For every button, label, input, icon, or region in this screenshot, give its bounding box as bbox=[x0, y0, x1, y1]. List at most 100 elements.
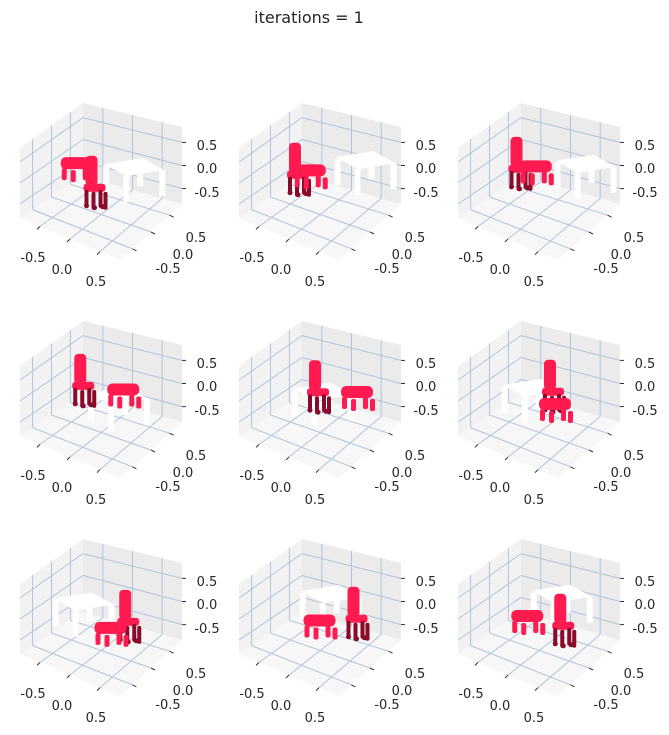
subplot-4: -0.50.00.50.50.0-0.50.50.0-0.5 bbox=[19, 321, 220, 508]
stool-leg bbox=[512, 621, 518, 633]
subplot-1: -0.50.00.50.50.0-0.50.50.0-0.5 bbox=[19, 103, 220, 290]
z-tick-label: 0.0 bbox=[635, 598, 656, 613]
subplot-2: -0.50.00.50.50.0-0.50.50.0-0.5 bbox=[238, 103, 439, 290]
z-tick-label: 0.0 bbox=[416, 598, 437, 613]
stool-leg bbox=[116, 632, 122, 645]
y-tick-mark bbox=[132, 684, 137, 688]
table-leg bbox=[88, 395, 94, 421]
y-tick-label: 0.5 bbox=[405, 667, 426, 682]
table-leg bbox=[574, 172, 581, 199]
x-tick-mark bbox=[504, 674, 509, 679]
y-tick-mark bbox=[588, 667, 594, 671]
table-leg bbox=[334, 159, 341, 186]
x-tick-label: -0.5 bbox=[20, 469, 45, 484]
table-leg bbox=[72, 610, 79, 637]
x-tick-mark bbox=[534, 687, 539, 691]
grid-line bbox=[318, 634, 382, 688]
subplot-6: -0.50.00.50.50.0-0.50.50.0-0.5 bbox=[457, 321, 658, 508]
chair-point bbox=[88, 402, 94, 408]
stool-leg bbox=[82, 168, 88, 181]
z-tick-label: 0.5 bbox=[197, 575, 218, 590]
chair-seat bbox=[552, 621, 575, 630]
y-tick-label: -0.5 bbox=[593, 698, 618, 713]
x-tick-mark bbox=[315, 251, 320, 255]
y-tick-label: 0.5 bbox=[405, 449, 426, 464]
y-tick-mark bbox=[150, 667, 156, 671]
figure-title: iterations = 1 bbox=[254, 8, 364, 27]
grid-line bbox=[70, 401, 170, 434]
chair-back bbox=[347, 586, 360, 617]
y-tick-label: 0.5 bbox=[624, 231, 645, 246]
y-tick-label: 0.5 bbox=[186, 231, 207, 246]
stool-leg bbox=[303, 177, 309, 190]
y-tick-mark bbox=[150, 231, 156, 235]
table-points bbox=[554, 154, 617, 199]
table-top bbox=[531, 584, 592, 603]
stool-leg bbox=[370, 399, 375, 411]
chair-leg bbox=[360, 620, 365, 639]
chair-points bbox=[345, 586, 370, 642]
subplot-8: -0.50.00.50.50.0-0.50.50.0-0.5 bbox=[238, 539, 439, 726]
floor-pane bbox=[458, 612, 620, 696]
y-tick-label: 0.0 bbox=[173, 684, 194, 699]
chair-seat bbox=[307, 388, 329, 397]
x-tick-label: 0.0 bbox=[490, 263, 511, 278]
stool-leg bbox=[117, 396, 123, 409]
floor-pane bbox=[239, 394, 401, 478]
chair-leg bbox=[322, 394, 326, 413]
stool-leg bbox=[89, 170, 95, 183]
z-tick-label: 0.0 bbox=[197, 162, 218, 177]
chair-leg bbox=[132, 623, 137, 642]
x-tick-label: 0.5 bbox=[86, 711, 107, 726]
grid-line bbox=[69, 407, 133, 458]
x-tick-mark bbox=[285, 238, 290, 243]
table-leg bbox=[564, 586, 571, 613]
chair-point bbox=[315, 409, 321, 415]
stool-leg bbox=[108, 394, 114, 407]
x-tick-mark bbox=[36, 444, 41, 448]
table-leg bbox=[368, 153, 375, 180]
z-tick-label: 0.5 bbox=[416, 575, 437, 590]
table-leg bbox=[311, 400, 318, 427]
stool-points bbox=[341, 386, 375, 411]
table-leg bbox=[122, 389, 128, 415]
stool-seat bbox=[60, 157, 93, 170]
floor-pane bbox=[20, 612, 182, 696]
z-tick-label: 0.0 bbox=[197, 598, 218, 613]
z-tick-label: -0.5 bbox=[413, 186, 438, 201]
chair-back bbox=[544, 359, 556, 390]
y-tick-mark bbox=[150, 449, 156, 453]
stool-leg bbox=[313, 627, 319, 640]
y-tick-mark bbox=[369, 231, 375, 235]
grid-line bbox=[318, 416, 382, 470]
x-tick-label: -0.5 bbox=[239, 687, 264, 702]
table-top bbox=[104, 158, 165, 177]
chair-point bbox=[307, 407, 313, 413]
table-leg bbox=[390, 163, 397, 190]
chair-point bbox=[84, 203, 89, 209]
table-leg bbox=[52, 600, 59, 627]
x-tick-mark bbox=[36, 226, 41, 230]
stool-seat bbox=[94, 621, 127, 634]
stool-leg bbox=[548, 173, 554, 186]
x-tick-label: 0.0 bbox=[271, 263, 292, 278]
chair-back bbox=[554, 593, 567, 624]
z-tick-label: 0.5 bbox=[635, 575, 656, 590]
y-tick-mark bbox=[169, 650, 174, 654]
chair-leg bbox=[87, 387, 92, 406]
y-tick-mark bbox=[570, 684, 575, 688]
y-tick-label: 0.0 bbox=[173, 466, 194, 481]
x-tick-mark bbox=[255, 226, 260, 230]
table-leg bbox=[103, 166, 110, 193]
grid-line bbox=[238, 378, 303, 423]
z-tick-label: -0.5 bbox=[194, 404, 219, 419]
chair-point bbox=[295, 192, 301, 198]
y-tick-mark bbox=[388, 432, 393, 436]
y-tick-mark bbox=[588, 449, 594, 453]
chair-point bbox=[552, 641, 558, 647]
x-tick-label: 0.5 bbox=[524, 711, 545, 726]
table-leg bbox=[123, 176, 130, 203]
y-tick-label: -0.5 bbox=[374, 480, 399, 495]
grid-line bbox=[82, 139, 183, 166]
